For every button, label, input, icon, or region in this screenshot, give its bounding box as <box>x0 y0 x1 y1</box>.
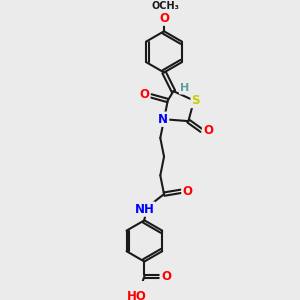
Text: O: O <box>161 270 171 283</box>
Text: O: O <box>159 12 169 25</box>
Text: S: S <box>192 94 200 107</box>
Text: O: O <box>182 185 192 198</box>
Text: O: O <box>203 124 213 137</box>
Text: N: N <box>158 113 168 126</box>
Text: H: H <box>180 83 189 93</box>
Text: O: O <box>140 88 149 101</box>
Text: NH: NH <box>134 202 154 216</box>
Text: OCH₃: OCH₃ <box>151 1 179 11</box>
Text: HO: HO <box>127 290 147 300</box>
